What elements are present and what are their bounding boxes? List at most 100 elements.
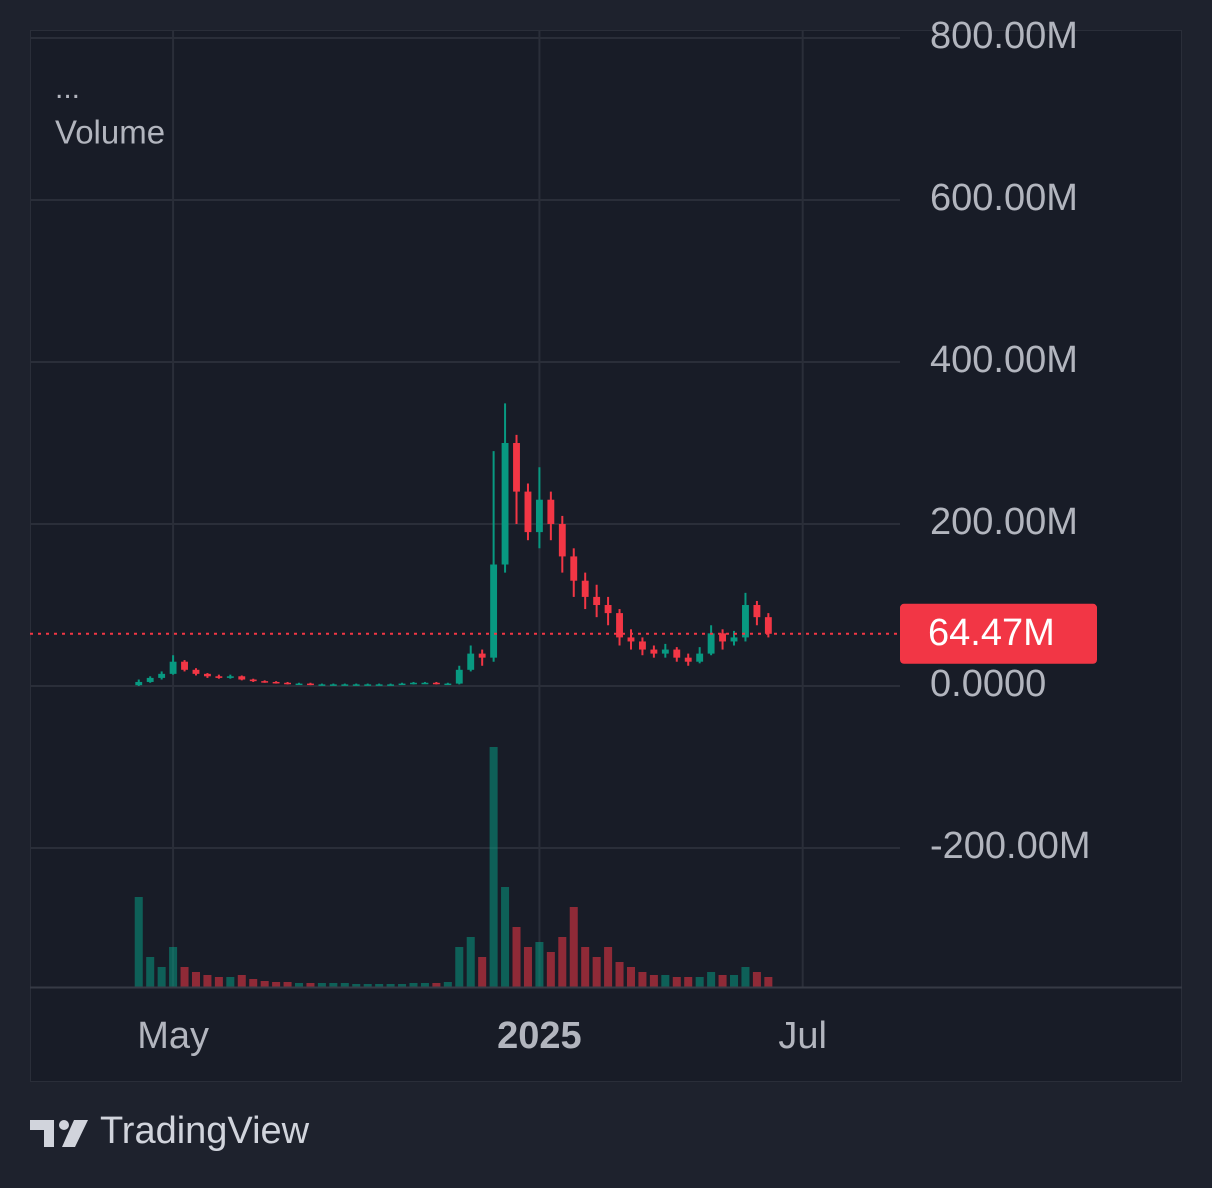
- volume-bar: [352, 984, 361, 987]
- volume-bar: [134, 897, 143, 987]
- candle-body: [169, 661, 177, 674]
- candle-body: [673, 649, 681, 658]
- volume-bar: [237, 975, 246, 987]
- volume-bar: [558, 937, 567, 987]
- brand-name: TradingView: [100, 1110, 310, 1152]
- volume-bar: [752, 972, 761, 987]
- candle-body: [707, 633, 715, 654]
- x-tick-label: Jul: [778, 1015, 827, 1057]
- y-tick-label: 400.00M: [930, 339, 1078, 381]
- candle-body: [513, 443, 520, 492]
- candle-body: [501, 443, 509, 565]
- volume-bar: [661, 975, 670, 987]
- volume-bar: [638, 972, 647, 987]
- candle-body: [238, 676, 246, 680]
- volume-bar: [432, 983, 441, 987]
- candle-body: [307, 683, 314, 686]
- candle-body: [661, 649, 669, 654]
- volume-bar: [398, 984, 407, 987]
- candle-body: [375, 684, 383, 686]
- candle-body: [581, 580, 589, 597]
- volume-bar: [203, 975, 212, 987]
- candle-body: [432, 682, 440, 685]
- volume-bar: [272, 982, 281, 987]
- candle-body: [490, 564, 498, 658]
- candle-body: [627, 637, 635, 642]
- volume-bar: [672, 977, 681, 987]
- x-tick-label: 2025: [497, 1015, 582, 1057]
- candle-body: [650, 649, 658, 654]
- y-tick-label: 200.00M: [930, 501, 1078, 543]
- last-price-box: [900, 603, 1097, 664]
- volume-bar: [455, 947, 464, 987]
- volume-bar: [512, 927, 521, 987]
- candle-body: [398, 683, 406, 686]
- volume-bar: [501, 887, 510, 987]
- volume-bar: [695, 977, 704, 987]
- candle-body: [444, 683, 452, 686]
- candle-body: [730, 637, 738, 642]
- candle-body: [352, 684, 360, 686]
- volume-bar: [443, 982, 452, 987]
- candle-body: [467, 653, 475, 670]
- candle-body: [284, 682, 291, 685]
- volume-bar: [180, 967, 189, 987]
- volume-bar: [707, 972, 716, 987]
- legend-title: ...: [55, 72, 80, 105]
- volume-bar: [466, 937, 475, 987]
- volume-bar: [249, 979, 258, 987]
- volume-bar: [329, 983, 338, 987]
- volume-bar: [604, 947, 613, 987]
- candle-body: [318, 684, 326, 686]
- volume-bar: [615, 962, 624, 987]
- candle-body: [604, 605, 612, 614]
- candle-body: [558, 524, 566, 557]
- volume-bar: [146, 957, 155, 987]
- candle-body: [329, 684, 337, 686]
- volume-bar: [535, 942, 544, 987]
- volume-bar: [741, 967, 750, 987]
- candle-body: [410, 682, 417, 685]
- x-tick-label: May: [137, 1015, 209, 1057]
- plot: [30, 30, 900, 987]
- candle-body: [421, 682, 429, 685]
- volume-bar: [592, 957, 601, 987]
- candle-body: [455, 669, 463, 684]
- candle-body: [226, 676, 234, 678]
- volume-bar: [317, 983, 326, 987]
- volume-bar: [409, 983, 418, 987]
- brand-logo: [30, 1120, 88, 1147]
- legend-volume: Volume: [55, 114, 165, 151]
- candle-body: [249, 679, 257, 682]
- volume-bar: [214, 977, 223, 987]
- candle-body: [593, 596, 601, 606]
- volume-bar: [157, 967, 166, 987]
- candle-body: [295, 683, 303, 686]
- candle-body: [135, 681, 143, 686]
- candle-body: [364, 684, 372, 686]
- volume-bar: [730, 975, 739, 987]
- candle-body: [387, 684, 395, 686]
- candle-body: [696, 653, 704, 662]
- candle-body: [547, 499, 555, 525]
- candle-body: [639, 641, 646, 650]
- volume-bar: [764, 977, 773, 987]
- candle-body: [478, 653, 486, 658]
- candle-body: [181, 661, 188, 670]
- y-tick-label: 600.00M: [930, 177, 1078, 219]
- volume-bar: [569, 907, 578, 987]
- volume-bar: [306, 983, 315, 987]
- y-tick-label: 800.00M: [930, 15, 1078, 57]
- volume-bar: [523, 947, 532, 987]
- candle-body: [215, 676, 223, 678]
- candle-body: [261, 681, 269, 683]
- volume-bar: [283, 982, 292, 987]
- candle-body: [524, 491, 532, 533]
- candle-body: [146, 677, 154, 682]
- candle-body: [753, 605, 761, 618]
- candle-body: [764, 617, 772, 634]
- volume-bar: [649, 975, 658, 987]
- candle-body: [616, 613, 623, 638]
- candle-body: [204, 673, 211, 677]
- volume-bar: [260, 981, 269, 987]
